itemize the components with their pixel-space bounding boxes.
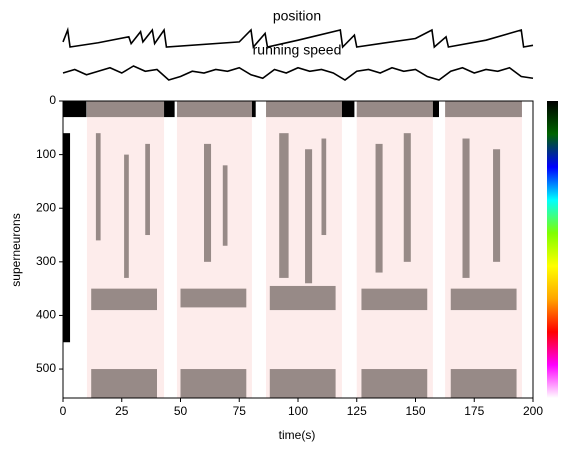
activity-streak: [91, 369, 157, 398]
trace-title: position: [273, 8, 321, 24]
activity-block: [432, 101, 439, 118]
activity-block: [63, 133, 71, 343]
activity-streak: [493, 149, 501, 262]
y-tick-label: 300: [36, 254, 56, 268]
activity-streak: [269, 369, 336, 398]
trial-band: [176, 101, 252, 398]
activity-streak: [321, 138, 327, 236]
y-tick-label: 500: [36, 361, 56, 375]
x-tick-label: 175: [464, 404, 484, 418]
activity-streak: [145, 143, 150, 236]
y-tick-label: 100: [36, 147, 56, 161]
activity-streak: [124, 154, 129, 278]
activity-streak: [176, 101, 252, 118]
activity-streak: [95, 133, 101, 241]
x-tick-label: 50: [174, 404, 188, 418]
activity-block: [341, 101, 355, 118]
trial-band: [266, 101, 342, 398]
y-axis-label: superneurons: [9, 213, 23, 286]
y-tick-label: 400: [36, 308, 56, 322]
x-tick-label: 125: [347, 404, 367, 418]
activity-streak: [180, 369, 247, 398]
activity-streak: [266, 101, 342, 118]
activity-streak: [462, 138, 470, 278]
x-tick-label: 150: [405, 404, 425, 418]
activity-block: [63, 101, 87, 118]
trace-line: [62, 65, 534, 81]
activity-streak: [204, 143, 212, 262]
activity-streak: [269, 285, 336, 311]
activity-streak: [356, 101, 433, 118]
activity-streak: [403, 133, 411, 262]
activity-streak: [361, 288, 428, 311]
x-axis-label: time(s): [279, 428, 316, 442]
x-tick-label: 75: [233, 404, 247, 418]
activity-streak: [180, 288, 247, 308]
activity-block: [164, 101, 175, 118]
trace-line: [62, 26, 534, 49]
x-tick-label: 0: [60, 404, 67, 418]
activity-streak: [445, 101, 522, 118]
activity-block: [251, 101, 256, 118]
activity-streak: [361, 369, 428, 398]
y-tick-label: 200: [36, 200, 56, 214]
activity-streak: [86, 101, 165, 118]
activity-streak: [450, 288, 517, 311]
x-tick-label: 100: [288, 404, 308, 418]
colorbar: [547, 101, 558, 398]
trial-band: [356, 101, 433, 398]
x-tick-label: 200: [523, 404, 543, 418]
activity-streak: [450, 369, 517, 398]
y-tick-label: 0: [49, 93, 56, 107]
activity-streak: [222, 165, 228, 246]
trace-title: running speed: [253, 42, 342, 58]
activity-streak: [305, 149, 313, 284]
x-tick-label: 25: [115, 404, 129, 418]
activity-streak: [91, 288, 157, 311]
activity-streak: [375, 143, 383, 273]
activity-streak: [279, 133, 289, 278]
trial-band: [445, 101, 522, 398]
